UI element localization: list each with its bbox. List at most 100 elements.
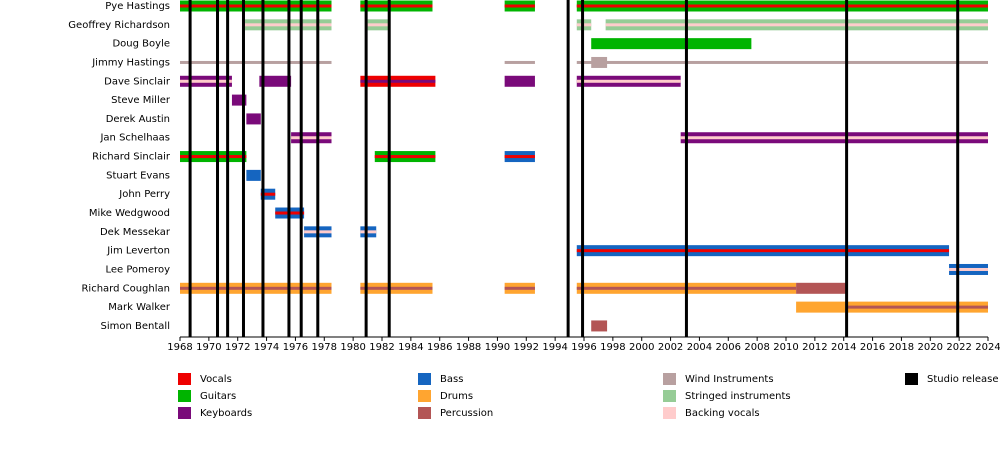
- x-tick-label: 2006: [716, 342, 741, 353]
- x-tick-label: 2016: [860, 342, 885, 353]
- member-label: Doug Boyle: [112, 39, 170, 50]
- x-tick-label: 1984: [398, 342, 423, 353]
- x-tick-label: 1982: [369, 342, 394, 353]
- x-tick-label: 2012: [802, 342, 827, 353]
- member-label: Richard Sinclair: [92, 152, 171, 163]
- legend-swatch: [663, 407, 676, 419]
- member-label: Dave Sinclair: [104, 76, 171, 87]
- legend-label: Drums: [440, 391, 473, 402]
- x-tick-label: 1990: [485, 342, 510, 353]
- x-tick-label: 2014: [831, 342, 856, 353]
- role-stripe: [576, 4, 988, 8]
- role-stripe: [180, 286, 332, 290]
- x-tick-label: 2020: [918, 342, 943, 353]
- x-tick-label: 1988: [456, 342, 481, 353]
- role-stripe: [504, 4, 535, 8]
- x-tick-label: 1996: [571, 342, 596, 353]
- legend-swatch: [418, 373, 431, 385]
- x-tick-label: 2010: [773, 342, 798, 353]
- legend-label: Studio release: [927, 374, 999, 385]
- legend-swatch: [178, 407, 191, 419]
- member-bar: [259, 75, 292, 87]
- legend-label: Wind Instruments: [685, 374, 774, 385]
- legend-swatch: [905, 373, 918, 385]
- legend-label: Stringed instruments: [685, 391, 791, 402]
- x-tick-label: 1994: [542, 342, 567, 353]
- x-tick-label: 1972: [225, 342, 250, 353]
- legend-swatch: [663, 373, 676, 385]
- member-bar: [180, 60, 332, 64]
- member-bar: [796, 301, 847, 313]
- x-tick-label: 1980: [340, 342, 365, 353]
- x-tick-label: 2004: [687, 342, 712, 353]
- x-tick-label: 1992: [514, 342, 539, 353]
- x-tick-label: 1968: [167, 342, 192, 353]
- role-stripe: [360, 4, 433, 8]
- member-bar: [504, 60, 535, 64]
- role-stripe: [180, 155, 247, 159]
- role-stripe: [360, 79, 436, 83]
- x-tick-label: 2000: [629, 342, 654, 353]
- x-tick-label: 1974: [254, 342, 279, 353]
- x-tick-label: 2024: [975, 342, 1000, 353]
- role-stripe: [504, 286, 535, 290]
- legend-label: Keyboards: [200, 408, 252, 419]
- role-stripe: [949, 267, 988, 271]
- legend-label: Percussion: [440, 408, 493, 419]
- role-stripe: [605, 23, 988, 27]
- role-stripe: [504, 155, 535, 159]
- role-stripe: [367, 23, 390, 27]
- member-label: Steve Miller: [111, 95, 171, 106]
- member-label: Jim Leverton: [106, 246, 170, 257]
- legend-swatch: [663, 390, 676, 402]
- legend-label: Vocals: [200, 374, 232, 385]
- member-bar: [576, 60, 988, 64]
- member-label: John Perry: [118, 189, 170, 200]
- legend-swatch: [418, 390, 431, 402]
- member-label: Pye Hastings: [105, 1, 170, 12]
- member-bar: [591, 320, 608, 332]
- role-stripe: [360, 286, 433, 290]
- role-stripe: [291, 136, 332, 140]
- x-tick-label: 1986: [427, 342, 452, 353]
- member-label: Jan Schelhaas: [99, 133, 170, 144]
- member-label: Mike Wedgwood: [89, 208, 170, 219]
- x-tick-label: 1978: [312, 342, 337, 353]
- role-stripe: [180, 4, 332, 8]
- member-bar: [796, 282, 847, 294]
- role-stripe: [180, 79, 232, 83]
- legend-label: Guitars: [200, 391, 236, 402]
- legend-swatch: [178, 373, 191, 385]
- role-stripe: [260, 192, 276, 196]
- member-bar: [246, 113, 261, 125]
- member-bar: [591, 56, 608, 68]
- x-tick-label: 2008: [744, 342, 769, 353]
- legend-swatch: [178, 390, 191, 402]
- x-tick-label: 2022: [946, 342, 971, 353]
- member-label: Simon Bentall: [101, 321, 170, 332]
- member-label: Lee Pomeroy: [106, 264, 171, 275]
- member-label: Geoffrey Richardson: [68, 20, 170, 31]
- role-stripe: [576, 79, 681, 83]
- x-tick-label: 1970: [196, 342, 221, 353]
- member-bar: [591, 38, 752, 50]
- x-tick-label: 1976: [283, 342, 308, 353]
- member-label: Mark Walker: [108, 302, 171, 313]
- role-stripe: [576, 249, 950, 253]
- legend-label: Backing vocals: [685, 408, 760, 419]
- member-label: Dek Messekar: [100, 227, 171, 238]
- role-stripe: [846, 305, 988, 309]
- member-label: Derek Austin: [106, 114, 170, 125]
- member-bar: [504, 75, 535, 87]
- x-tick-label: 2018: [889, 342, 914, 353]
- role-stripe: [680, 136, 988, 140]
- member-bar: [231, 94, 247, 106]
- x-tick-label: 2002: [658, 342, 683, 353]
- member-bar: [246, 169, 261, 181]
- legend-swatch: [418, 407, 431, 419]
- x-tick-label: 1998: [600, 342, 625, 353]
- member-label: Stuart Evans: [106, 170, 170, 181]
- legend-label: Bass: [440, 374, 463, 385]
- role-stripe: [374, 155, 436, 159]
